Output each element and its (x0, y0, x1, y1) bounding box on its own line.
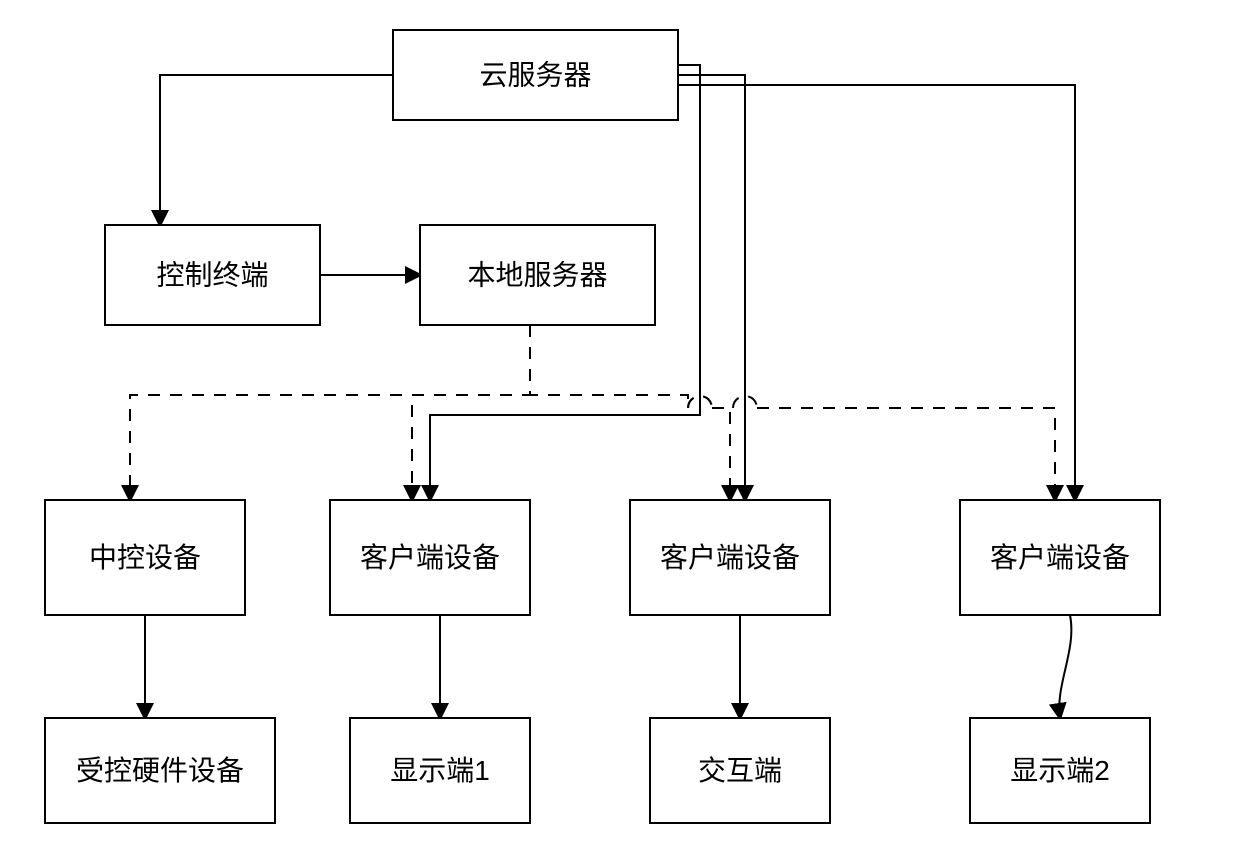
edge-cloud-ctrlTerm (160, 75, 393, 225)
node-label: 客户端设备 (360, 542, 500, 573)
node-localServer: 本地服务器 (420, 225, 655, 325)
node-centralDev: 中控设备 (45, 500, 245, 615)
node-client2: 客户端设备 (630, 500, 830, 615)
hops-layer (688, 396, 757, 408)
edges-layer (130, 65, 1075, 718)
edge-localServer-client3 (530, 325, 1055, 500)
nodes-layer: 云服务器控制终端 本地服务器中控设备 客户端设备 客户端设备 客户端设备受控硬件设备 显示… (45, 30, 1160, 823)
node-label: 交互端 (698, 755, 782, 786)
node-hw: 受控硬件设备 (45, 718, 275, 823)
node-label: 云服务器 (479, 59, 591, 90)
edge-localServer-centralDev (130, 325, 530, 500)
edge-cloud-client2 (678, 75, 745, 500)
node-client3: 客户端设备 (960, 500, 1160, 615)
flowchart-diagram: 云服务器控制终端 本地服务器中控设备 客户端设备 客户端设备 客户端设备受控硬件设备 显示… (0, 0, 1240, 843)
node-label: 客户端设备 (990, 542, 1130, 573)
node-label: 本地服务器 (467, 259, 607, 290)
node-cloud: 云服务器 (393, 30, 678, 120)
node-disp1: 显示端1 (350, 718, 530, 823)
node-label: 客户端设备 (660, 542, 800, 573)
edge-cloud-client3 (678, 85, 1075, 500)
edge-client3-disp2 (1059, 615, 1071, 718)
node-label: 显示端2 (1010, 755, 1110, 786)
node-ctrlTerm: 控制终端 (105, 225, 320, 325)
node-label: 受控硬件设备 (76, 755, 244, 786)
node-label: 显示端1 (390, 755, 490, 786)
node-disp2: 显示端2 (970, 718, 1150, 823)
node-label: 中控设备 (89, 542, 201, 573)
node-client1: 客户端设备 (330, 500, 530, 615)
node-label: 控制终端 (156, 259, 268, 290)
node-inter: 交互端 (650, 718, 830, 823)
